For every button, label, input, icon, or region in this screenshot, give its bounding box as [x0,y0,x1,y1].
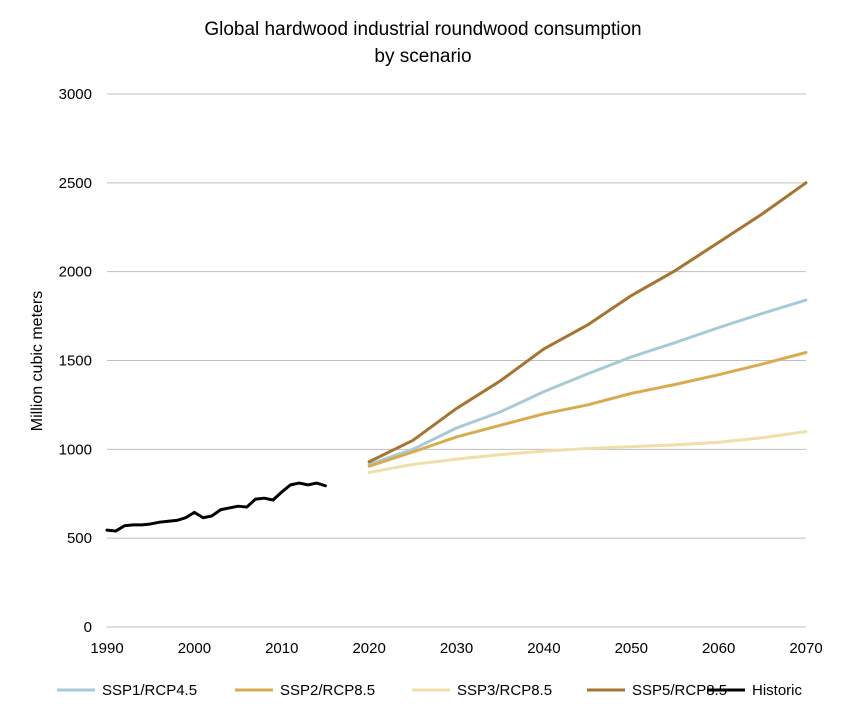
legend-label-ssp1-rcp4-5: SSP1/RCP4.5 [102,682,197,699]
y-tick-labels: 0 500 1000 1500 2000 2500 3000 [59,86,92,636]
series-line-ssp1-rcp4-5 [367,298,808,466]
x-tick-label-2020: 2020 [352,640,385,657]
x-tick-label-2060: 2060 [702,640,735,657]
y-tick-label-500: 500 [67,530,92,547]
gridlines [107,93,806,628]
y-tick-label-3000: 3000 [59,86,92,103]
series-line-ssp2-rcp8-5 [367,351,808,468]
x-tick-label-1990: 1990 [90,640,123,657]
x-tick-label-2030: 2030 [440,640,473,657]
x-tick-label-2040: 2040 [527,640,560,657]
y-tick-label-0: 0 [84,619,92,636]
chart-title-line-1: Global hardwood industrial roundwood con… [204,19,641,40]
legend-label-ssp3-rcp8-5: SSP3/RCP8.5 [457,682,552,699]
x-tick-label-2050: 2050 [615,640,648,657]
legend-label-ssp5-rcp8-5: SSP5/RCP8.5 [632,682,727,699]
series-line-historic [105,481,327,533]
series-line-ssp5-rcp8-5 [367,181,808,464]
series-lines [105,181,808,533]
x-tick-labels: 1990 2000 2010 2020 2030 2040 2050 2060 2070 [90,640,822,657]
y-tick-label-2500: 2500 [59,175,92,192]
legend: SSP1/RCP4.5 SSP2/RCP8.5 SSP3/RCP8.5 SSP5/RC… [57,682,803,699]
x-tick-label-2070: 2070 [789,640,822,657]
x-tick-label-2000: 2000 [178,640,211,657]
x-tick-label-2010: 2010 [265,640,298,657]
series-line-ssp3-rcp8-5 [367,430,808,474]
y-tick-label-1500: 1500 [59,353,92,370]
legend-label-ssp2-rcp8-5: SSP2/RCP8.5 [280,682,375,699]
y-tick-label-2000: 2000 [59,264,92,281]
y-tick-label-1000: 1000 [59,441,92,458]
legend-label-historic: Historic [752,682,803,699]
y-axis-title: Million cubic meters [29,291,46,431]
chart-title-line-2: by scenario [374,46,471,67]
